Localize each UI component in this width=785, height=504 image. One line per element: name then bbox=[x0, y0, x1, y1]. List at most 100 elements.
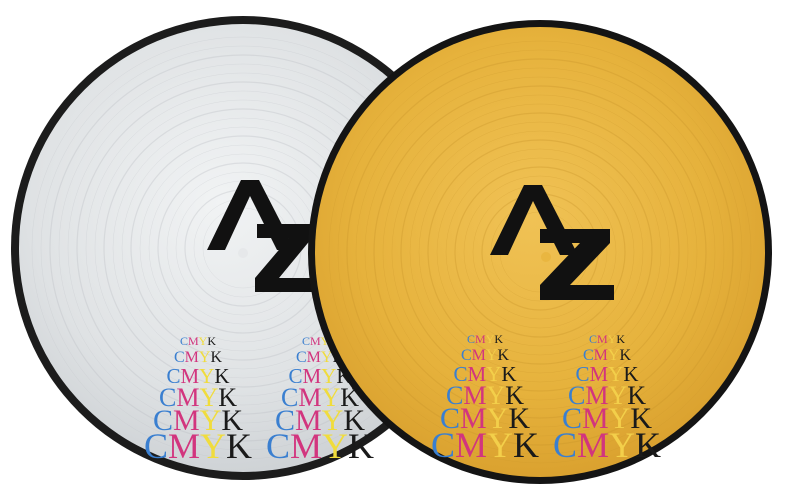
cmyk-letter-m: M bbox=[295, 404, 322, 437]
cmyk-letter-y: Y bbox=[321, 334, 330, 348]
silver-record-grooves bbox=[31, 36, 455, 460]
cmyk-letter-m: M bbox=[585, 381, 608, 410]
cmyk-text: CMYK bbox=[159, 383, 237, 412]
cmyk-text: CMYK bbox=[446, 381, 524, 410]
cmyk-letter-m: M bbox=[463, 381, 486, 410]
cmyk-text: CMYK bbox=[266, 426, 374, 466]
cmyk-letter-y: Y bbox=[199, 349, 211, 366]
cmyk-letter-c: C bbox=[144, 426, 168, 466]
cmyk-letter-c: C bbox=[568, 381, 585, 410]
cmyk-letter-m: M bbox=[460, 402, 487, 435]
cmyk-text: CMYK bbox=[453, 362, 516, 386]
cmyk-text: CMYK bbox=[553, 425, 661, 465]
cmyk-letter-c: C bbox=[180, 334, 188, 348]
groove-ring bbox=[463, 175, 617, 329]
cmyk-letter-m: M bbox=[582, 402, 609, 435]
cmyk-letter-c: C bbox=[281, 383, 298, 412]
cmyk-letter-k: K bbox=[619, 347, 631, 364]
cmyk-letter-c: C bbox=[562, 402, 582, 435]
cmyk-letter-m: M bbox=[302, 364, 321, 388]
cmyk-letter-k: K bbox=[635, 425, 661, 465]
groove-ring bbox=[337, 49, 743, 455]
cmyk-letter-c: C bbox=[583, 347, 594, 364]
cmyk-letter-y: Y bbox=[487, 425, 513, 465]
cmyk-letter-y: Y bbox=[608, 362, 623, 386]
cmyk-letter-m: M bbox=[180, 364, 199, 388]
cmyk-letter-c: C bbox=[288, 364, 302, 388]
cmyk-letter-y: Y bbox=[486, 381, 505, 410]
gold-record-grooves bbox=[328, 40, 752, 464]
cmyk-letter-k: K bbox=[513, 425, 539, 465]
cmyk-letter-m: M bbox=[298, 383, 321, 412]
gold-az-logo bbox=[490, 185, 614, 300]
cmyk-letter-c: C bbox=[467, 332, 475, 346]
groove-ring bbox=[382, 94, 698, 410]
cmyk-letter-k: K bbox=[623, 362, 638, 386]
cmyk-letter-y: Y bbox=[200, 426, 226, 466]
cmyk-letter-c: C bbox=[153, 404, 173, 437]
cmyk-letter-m: M bbox=[577, 425, 609, 465]
cmyk-letter-y: Y bbox=[199, 364, 214, 388]
cmyk-text: CMYK bbox=[575, 362, 638, 386]
cmyk-text: CMYK bbox=[153, 404, 243, 437]
cmyk-letter-k: K bbox=[343, 404, 365, 437]
cmyk-letter-m: M bbox=[168, 426, 200, 466]
cmyk-text: CMYK bbox=[440, 402, 530, 435]
cmyk-letter-c: C bbox=[431, 425, 455, 465]
cmyk-letter-y: Y bbox=[608, 347, 620, 364]
groove-ring bbox=[364, 76, 716, 428]
cmyk-letter-m: M bbox=[589, 362, 608, 386]
cmyk-letter-m: M bbox=[472, 347, 486, 364]
cmyk-letter-k: K bbox=[494, 332, 503, 346]
cmyk-letter-y: Y bbox=[609, 402, 631, 435]
groove-ring bbox=[346, 58, 734, 446]
cmyk-letter-k: K bbox=[218, 383, 237, 412]
cmyk-letter-y: Y bbox=[322, 426, 348, 466]
cmyk-text: CMYK bbox=[144, 426, 252, 466]
cmyk-letter-y: Y bbox=[486, 347, 498, 364]
cmyk-letter-m: M bbox=[455, 425, 487, 465]
cmyk-text: CMYK bbox=[461, 347, 509, 364]
cmyk-letter-y: Y bbox=[322, 404, 344, 437]
cmyk-text: CMYK bbox=[589, 332, 625, 346]
cmyk-letter-m: M bbox=[307, 349, 321, 366]
cmyk-letter-y: Y bbox=[321, 349, 333, 366]
cmyk-letter-k: K bbox=[497, 347, 509, 364]
groove-ring bbox=[328, 40, 752, 464]
cmyk-letter-c: C bbox=[553, 425, 577, 465]
cmyk-letter-k: K bbox=[221, 404, 243, 437]
cmyk-letter-k: K bbox=[348, 426, 374, 466]
cmyk-letter-c: C bbox=[302, 334, 310, 348]
cmyk-letter-y: Y bbox=[609, 425, 635, 465]
cmyk-text: CMYK bbox=[562, 402, 652, 435]
cmyk-letter-c: C bbox=[266, 426, 290, 466]
groove-ring bbox=[436, 148, 644, 356]
cmyk-letter-c: C bbox=[589, 332, 597, 346]
cmyk-letter-k: K bbox=[210, 349, 222, 366]
cmyk-text: CMYK bbox=[583, 347, 631, 364]
groove-ring bbox=[409, 121, 671, 383]
cmyk-letter-m: M bbox=[188, 334, 199, 348]
cmyk-letter-k: K bbox=[508, 402, 530, 435]
cmyk-letter-k: K bbox=[207, 334, 216, 348]
groove-ring bbox=[445, 157, 635, 347]
cmyk-letter-k: K bbox=[505, 381, 524, 410]
cmyk-letter-m: M bbox=[597, 332, 608, 346]
cmyk-letter-y: Y bbox=[200, 404, 222, 437]
cmyk-letter-c: C bbox=[461, 347, 472, 364]
cmyk-letter-y: Y bbox=[321, 364, 336, 388]
cmyk-letter-c: C bbox=[453, 362, 467, 386]
groove-ring bbox=[418, 130, 662, 374]
cmyk-letter-y: Y bbox=[321, 383, 340, 412]
cmyk-letter-c: C bbox=[446, 381, 463, 410]
cmyk-letter-m: M bbox=[176, 383, 199, 412]
cmyk-text: CMYK bbox=[174, 349, 222, 366]
gold-record-disc bbox=[315, 27, 765, 477]
gold-cmyk-pattern: CMYKCMYKCMYKCMYKCMYKCMYKCMYKCMYKCMYKCMYK… bbox=[431, 332, 661, 465]
silver-az-logo bbox=[207, 180, 315, 292]
cmyk-text: CMYK bbox=[275, 404, 365, 437]
cmyk-text: CMYK bbox=[288, 364, 351, 388]
cmyk-letter-m: M bbox=[467, 362, 486, 386]
